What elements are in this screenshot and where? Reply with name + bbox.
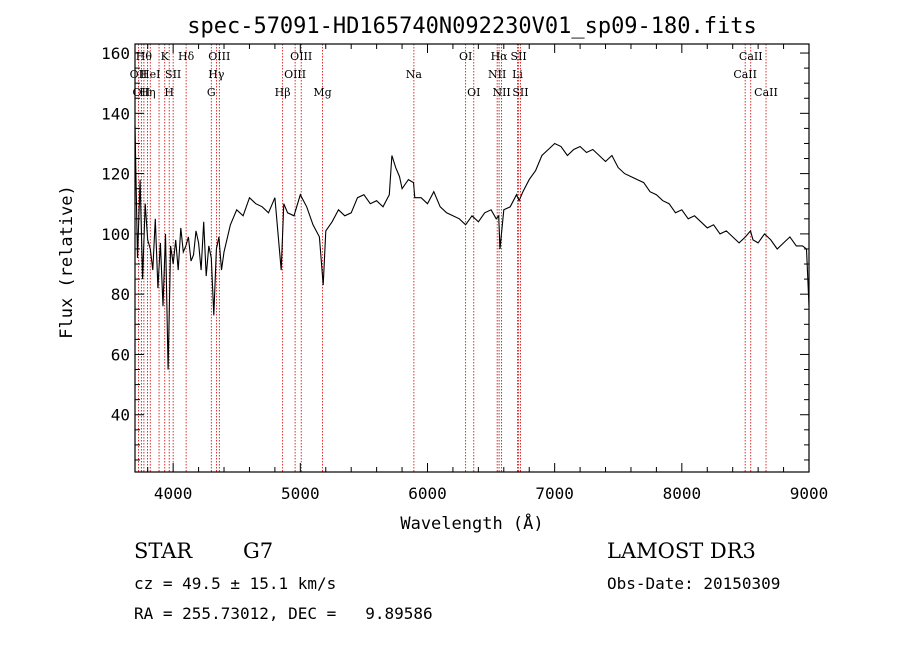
x-axis-label: Wavelength (Å) xyxy=(400,512,543,534)
x-tick-label: 6000 xyxy=(408,484,447,503)
spectral-line-label: NII xyxy=(492,86,510,99)
object-subclass: G7 xyxy=(243,539,274,563)
redshift-velocity: cz = 49.5 ± 15.1 km/s xyxy=(134,574,337,593)
x-tick-label: 5000 xyxy=(281,484,320,503)
spectral-line-label: HeI xyxy=(140,68,160,81)
x-tick-label: 8000 xyxy=(663,484,702,503)
spectral-line-label: CaII xyxy=(733,68,757,81)
x-axis-ticks: 4000 5000 6000 7000 8000 9000 xyxy=(147,44,829,503)
x-tick-label: 9000 xyxy=(790,484,829,503)
spectral-line-label: SII xyxy=(165,68,181,81)
spectral-line-label: Hγ xyxy=(208,68,225,81)
x-tick-label: 7000 xyxy=(535,484,574,503)
observation-date: Obs-Date: 20150309 xyxy=(607,574,781,593)
spectral-line-label: Mg xyxy=(313,86,331,99)
chart-title: spec-57091-HD165740N092230V01_sp09-180.f… xyxy=(187,14,757,39)
spectral-line-label: NII xyxy=(488,68,506,81)
spectral-line-label: Li xyxy=(512,68,523,81)
spectral-line-label: OIII xyxy=(208,50,230,63)
y-tick-label: 160 xyxy=(101,44,130,63)
y-tick-label: 120 xyxy=(101,165,130,184)
x-tick-label: 4000 xyxy=(154,484,193,503)
object-class: STAR xyxy=(134,539,193,563)
spectral-line-label: SII xyxy=(511,50,527,63)
y-axis-ticks: 40 60 80 100 120 140 160 xyxy=(101,44,809,461)
y-tick-label: 100 xyxy=(101,225,130,244)
spectral-line-label: OI xyxy=(467,86,480,99)
y-tick-label: 80 xyxy=(111,285,130,304)
spectral-line-label: CaII xyxy=(754,86,778,99)
spectral-line-label: Na xyxy=(406,68,423,81)
spectral-line-label: OIII xyxy=(284,68,306,81)
spectral-line-label: G xyxy=(207,86,216,99)
spectral-line-label: Hη xyxy=(139,86,155,99)
y-tick-label: 140 xyxy=(101,104,130,123)
y-tick-label: 60 xyxy=(111,345,130,364)
spectral-line-label: OII xyxy=(130,68,148,81)
plot-frame xyxy=(134,43,810,473)
y-tick-label: 40 xyxy=(111,406,130,425)
spectral-line-label: Hδ xyxy=(178,50,195,63)
spectrum-series-line xyxy=(134,125,810,370)
spectral-line-label: OIII xyxy=(290,50,312,63)
spectral-line-label: Hθ xyxy=(136,50,153,63)
spectral-line-label: OII xyxy=(132,86,150,99)
spectral-line-label: K xyxy=(161,50,170,63)
y-axis-label: Flux (relative) xyxy=(57,185,77,339)
spectral-line-label: CaII xyxy=(739,50,763,63)
spectral-line-markers xyxy=(138,44,767,472)
spectral-line-label: H xyxy=(164,86,174,99)
spectral-line-label: Hα xyxy=(491,50,509,63)
spectral-line-label: SII xyxy=(512,86,528,99)
survey-name: LAMOST DR3 xyxy=(607,539,756,563)
spectral-line-label: Hβ xyxy=(275,86,291,99)
spectral-line-label: OI xyxy=(459,50,472,63)
coordinates: RA = 255.73012, DEC = 9.89586 xyxy=(134,604,433,623)
